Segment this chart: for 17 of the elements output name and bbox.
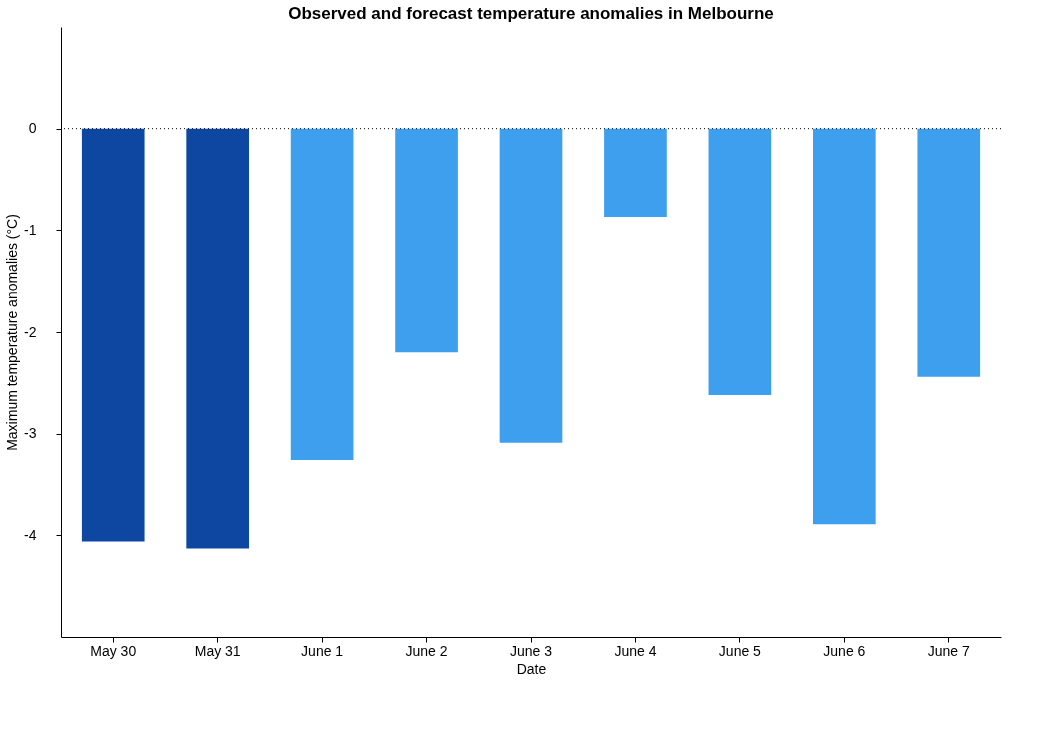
y-tick-label: 0 <box>28 120 37 137</box>
x-tick-label: June 5 <box>718 642 762 659</box>
x-tick-label: June 1 <box>301 642 344 659</box>
y-tick-label: -4 <box>24 526 37 543</box>
chart-title: Observed and forecast temperature anomalies in Melbourne <box>288 4 774 23</box>
x-tick-label: May 30 <box>90 642 137 659</box>
y-tick-label: -2 <box>24 323 37 340</box>
x-tick-label: June 2 <box>405 642 448 659</box>
x-tick-label: May 31 <box>194 642 241 659</box>
x-axis-title: Date <box>516 660 547 677</box>
y-tick-label: -1 <box>24 221 37 238</box>
x-tick-label: June 4 <box>614 642 657 659</box>
y-tick-label: -3 <box>24 425 37 442</box>
x-tick-label: June 7 <box>927 642 970 659</box>
y-axis-title: Maximum temperature anomalies (°C) <box>4 214 21 451</box>
x-tick-label: June 6 <box>823 642 866 659</box>
x-tick-label: June 3 <box>509 642 553 659</box>
